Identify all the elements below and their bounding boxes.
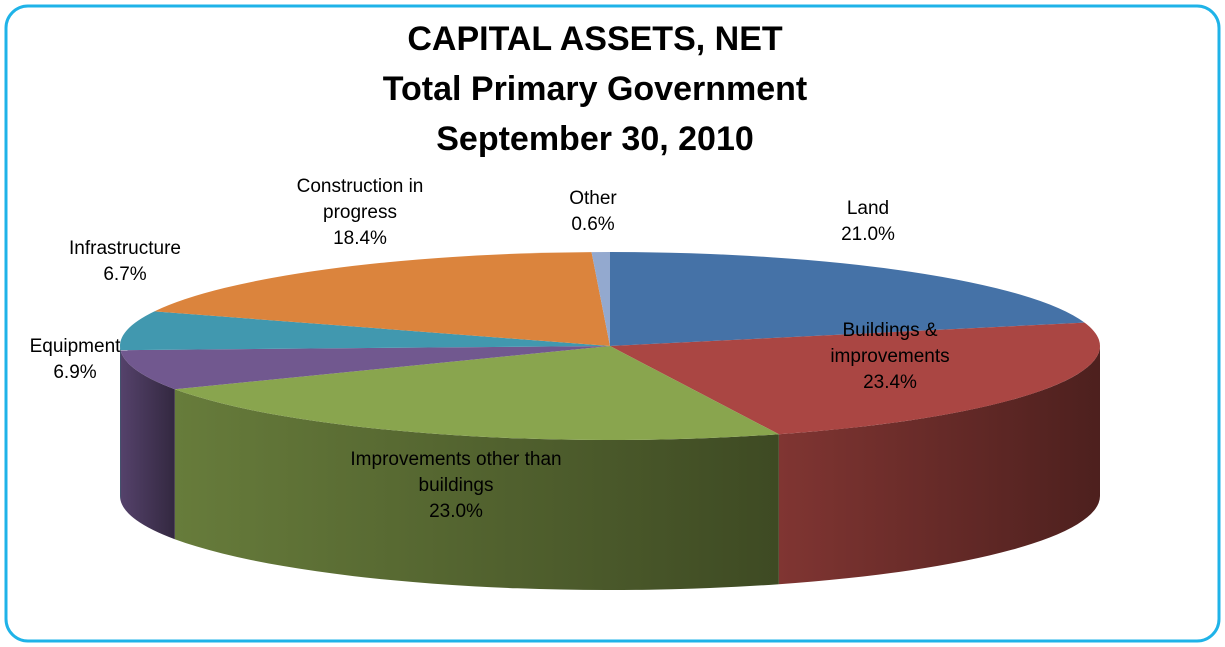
value-label: 6.7%: [103, 264, 147, 285]
value-label: 21.0%: [841, 224, 895, 245]
slice-label: Construction in progress 18.4%: [265, 174, 455, 252]
category-label: Infrastructure: [69, 238, 181, 259]
value-label: 23.4%: [863, 372, 917, 393]
slice: [174, 346, 779, 440]
chart-title: CAPITAL ASSETS, NET: [407, 20, 783, 58]
chart-title: September 30, 2010: [436, 120, 754, 158]
slice: [154, 252, 610, 346]
value-label: 6.9%: [53, 362, 97, 383]
slice-label: Other 0.6%: [548, 186, 638, 238]
slice: [610, 252, 1085, 346]
slice-label: Buildings & improvements 23.4%: [800, 318, 980, 396]
chart-title: Total Primary Government: [382, 70, 808, 108]
slice-label: Land 21.0%: [808, 196, 928, 248]
category-label: Land: [846, 198, 890, 219]
pie-sides: [120, 346, 1100, 590]
slice-side: [120, 350, 175, 540]
category-label: Other: [569, 188, 617, 209]
value-label: 23.0%: [429, 501, 483, 522]
category-label: Equipment: [29, 336, 121, 357]
slice: [120, 311, 610, 351]
value-label: 18.4%: [333, 228, 387, 249]
slice-label: Infrastructure 6.7%: [35, 236, 215, 288]
slice: [610, 322, 1100, 435]
slice-side: [174, 389, 779, 590]
slice-side: [778, 346, 1100, 585]
category-label: Construction in progress: [296, 176, 424, 223]
slice-label: Improvements other than buildings 23.0%: [326, 447, 586, 525]
pie-tops: [120, 252, 1100, 440]
slice-label: Equipment 6.9%: [5, 334, 145, 386]
category-label: Buildings & improvements: [830, 320, 950, 367]
slice: [120, 346, 610, 390]
category-label: Improvements other than buildings: [350, 449, 562, 496]
slice: [591, 252, 610, 346]
value-label: 0.6%: [571, 214, 615, 235]
